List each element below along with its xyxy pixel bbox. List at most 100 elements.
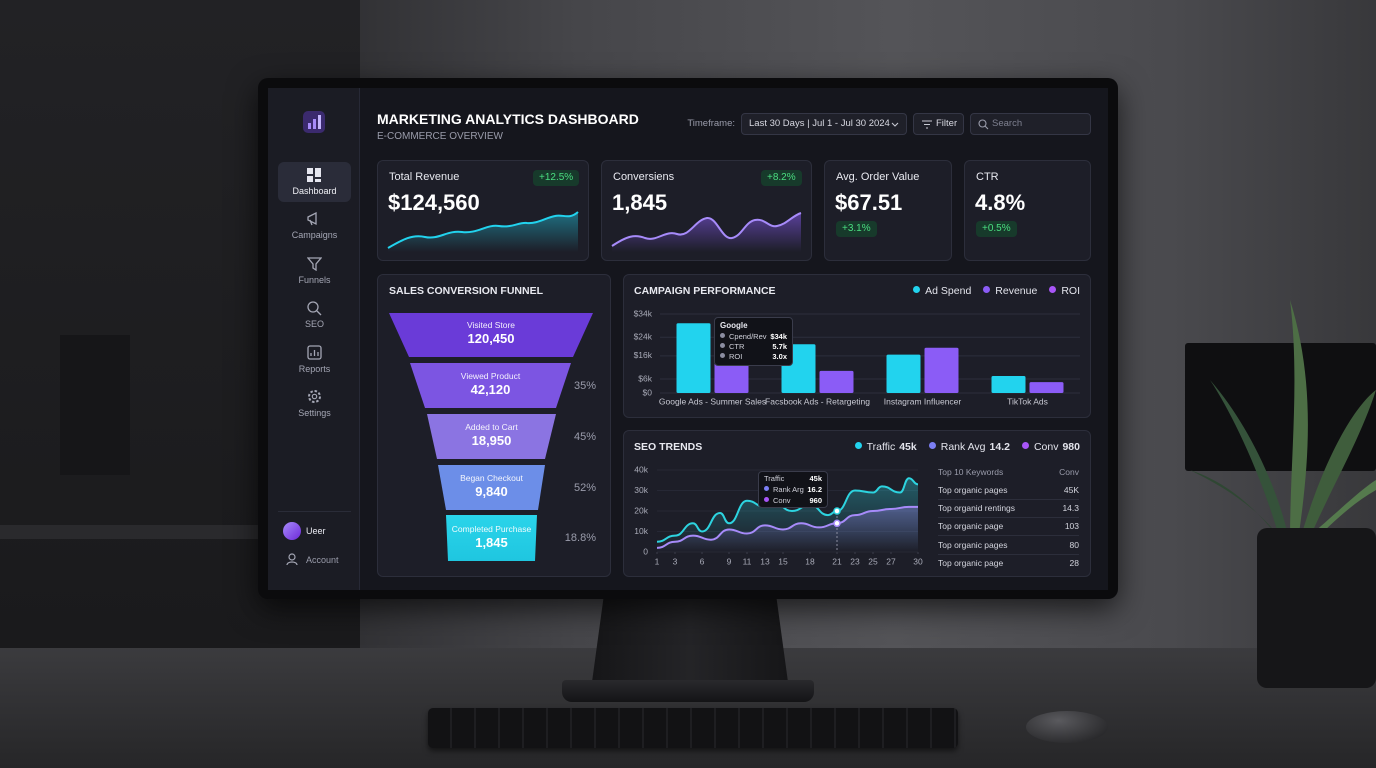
kpi-label: CTR: [976, 171, 999, 183]
kpi-change: +8.2%: [761, 170, 802, 186]
keyword-conv: 80: [1069, 540, 1079, 550]
keyword-conv: 28: [1069, 558, 1079, 568]
keyword-row: Top organic pages 45K: [938, 481, 1079, 500]
keyword-row: Top organid rentings 14.3: [938, 499, 1079, 518]
legend-swatch: [913, 286, 921, 293]
tooltip-value: 16.2: [807, 485, 822, 494]
mouse: [1026, 711, 1108, 743]
table-header: Top 10 Keywords: [938, 467, 1004, 477]
nav-item[interactable]: SEO: [278, 295, 351, 335]
stage-rate: 45%: [573, 431, 596, 443]
funnel-stage: [427, 414, 556, 459]
legend-swatch: [983, 286, 991, 293]
stage-value: 9,840: [475, 484, 508, 499]
keyword-conv: 103: [1064, 521, 1079, 531]
nav-item[interactable]: Campaigns: [278, 206, 351, 246]
kpi-value: $124,560: [388, 190, 480, 215]
tooltip-value: 960: [809, 496, 822, 505]
kpi-value: 4.8%: [975, 190, 1026, 215]
tooltip-key: ROI: [729, 352, 743, 361]
search-input[interactable]: Search: [970, 113, 1091, 135]
sparkline-area: [388, 212, 578, 252]
user-menu[interactable]: Ueer: [282, 521, 352, 541]
legend-label: Conv: [1033, 441, 1059, 453]
legend-label: Rank Avg: [940, 441, 986, 453]
keyword: Top organic page: [938, 558, 1004, 568]
nav-label: Dashboard: [292, 186, 337, 196]
card-title: CAMPAIGN PERFORMANCE: [634, 285, 776, 297]
tooltip-row: Cpend/Rev $34k: [720, 332, 787, 342]
kpi-card: [964, 160, 1091, 261]
stage-label: Added to Cart: [465, 422, 518, 432]
keyword: Top organid rentings: [938, 503, 1016, 513]
kpi-label: Conversiens: [613, 171, 675, 183]
funnel-stage: [410, 363, 571, 408]
keyword: Top organic pages: [938, 485, 1008, 495]
keyword-row: Top organic pages 80: [938, 536, 1079, 555]
funnel-stage: [446, 515, 537, 561]
stage-rate: 18.8%: [564, 532, 596, 544]
tooltip-key: Conv: [773, 496, 791, 505]
chevron: [891, 122, 899, 127]
nav-label: Funnels: [298, 275, 331, 285]
stage-label: Viewed Product: [460, 371, 521, 381]
tooltip-row: CTR 5.7k: [720, 342, 787, 352]
stage-value: 18,950: [471, 433, 512, 448]
leaf: [1210, 380, 1288, 540]
nav-item[interactable]: Reports: [278, 340, 351, 380]
legend-label: Ad Spend: [925, 285, 972, 297]
tooltip: Google Cpend/Rev $34k CTR 5.7k ROI 3.0x: [714, 317, 793, 366]
tooltip-value: 5.7k: [772, 342, 787, 351]
filter-label: Filter: [936, 118, 958, 129]
timeframe-dropdown[interactable]: Last 30 Days | Jul 1 - Jul 30 2024: [741, 113, 907, 135]
sidebar-divider: [278, 511, 351, 512]
legend-label: Traffic: [866, 441, 896, 453]
timeframe-value: Last 30 Days | Jul 1 - Jul 30 2024: [749, 118, 890, 129]
legend-swatch: [854, 442, 862, 449]
nav-label: Campaigns: [291, 230, 338, 240]
leaf: [1290, 300, 1308, 540]
nav-item[interactable]: Funnels: [278, 251, 351, 291]
stage-rate: 35%: [573, 380, 596, 392]
stage-label: Began Checkout: [460, 473, 523, 483]
keyword-row: Top organic page 28: [938, 554, 1079, 572]
legend-label: Revenue: [995, 285, 1038, 297]
nav-label: Settings: [298, 408, 331, 418]
legend-value: 980: [1062, 441, 1080, 453]
funnel-stage: [389, 313, 593, 357]
nav-label: SEO: [304, 319, 324, 329]
keyword-conv: 45K: [1063, 485, 1079, 495]
funnel-shapes: [389, 313, 593, 561]
monitor-stand-neck: [592, 596, 788, 682]
tooltip-value: 3.0x: [772, 352, 787, 361]
nav-item[interactable]: Dashboard: [278, 162, 351, 202]
card-title: SALES CONVERSION FUNNEL: [389, 285, 544, 297]
tooltip-row: ROI 3.0x: [720, 352, 787, 362]
nav-icon: [307, 168, 321, 182]
tooltip-row: Traffic 45k: [764, 474, 822, 484]
legend-item: Ad Spend: [913, 284, 971, 298]
nav-icon: [307, 212, 317, 226]
legend: Ad Spend Revenue ROI: [913, 284, 1080, 298]
nav-icon: [307, 257, 322, 271]
filter-button[interactable]: Filter: [913, 113, 964, 135]
tooltip-row: Rank Arg 16.2: [764, 485, 822, 495]
filter-icon: [922, 120, 932, 129]
leaf: [1300, 390, 1376, 542]
plant: [1190, 300, 1376, 688]
stage-label: Completed Purchase: [451, 524, 532, 534]
nav-icon: [308, 390, 321, 403]
page-title: MARKETING ANALYTICS DASHBOARD: [377, 111, 639, 127]
nav-item[interactable]: Settings: [278, 384, 351, 424]
stage-value: 120,450: [467, 331, 515, 346]
kpi-value: $67.51: [835, 190, 903, 215]
legend-swatch: [928, 442, 936, 449]
keyboard: [428, 708, 958, 748]
background-shelf: [0, 525, 260, 539]
tooltip-key: Cpend/Rev: [729, 332, 767, 341]
tooltip-row: Conv 960: [764, 496, 822, 506]
funnel-stage-text: Visited Store 120,450: [389, 320, 593, 347]
legend-label: ROI: [1061, 285, 1080, 297]
account-link[interactable]: Account: [284, 552, 354, 568]
